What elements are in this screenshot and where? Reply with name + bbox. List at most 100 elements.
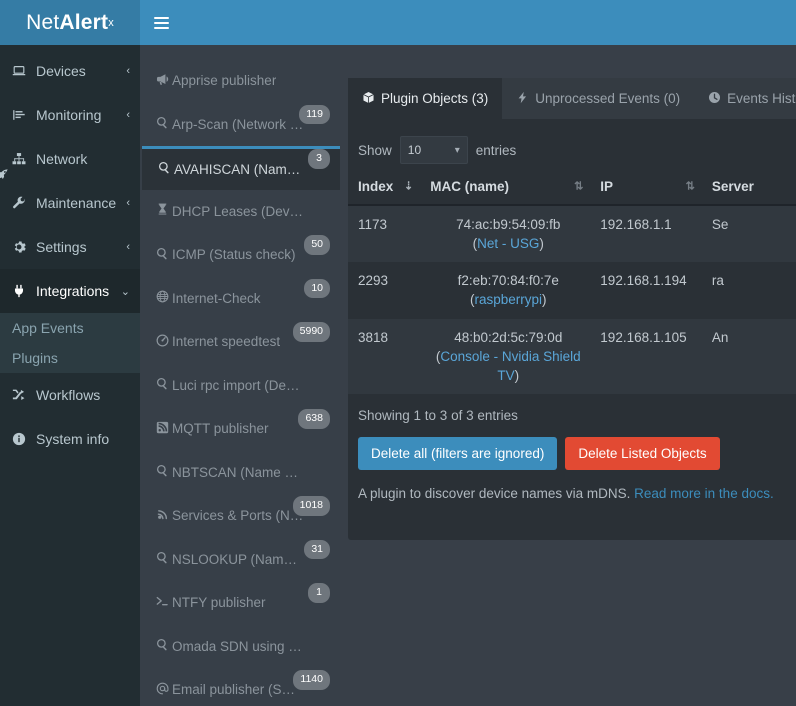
plugin-count-badge: 1018 xyxy=(292,496,330,516)
chevron-left-icon: ‹ xyxy=(126,65,130,77)
plugin-list-item[interactable]: 119 Arp-Scan (Network … xyxy=(140,103,340,147)
bolt-icon xyxy=(516,91,529,107)
tab-events[interactable]: Events History (6) xyxy=(694,78,796,119)
plugin-list-item[interactable]: 1018 Services & Ports (N… xyxy=(140,494,340,538)
sidebar-item-system-info[interactable]: System info xyxy=(0,417,140,461)
table-column-header[interactable]: IP ⇅ xyxy=(590,167,702,206)
plugin-list-item[interactable]: 5990 Internet speedtest xyxy=(140,320,340,364)
at-icon xyxy=(156,682,172,698)
plugin-list-item[interactable]: 1140 Email publisher (S… xyxy=(140,668,340,706)
plugin-list-item[interactable]: Apprise publisher xyxy=(140,59,340,103)
sidebar-item-devices[interactable]: Devices ‹ xyxy=(0,49,140,93)
cell-index: 2293 xyxy=(358,273,389,289)
plugin-list: Apprise publisher 119 Arp-Scan (Network … 3… xyxy=(140,45,340,706)
plugin-list-item-label: NSLOOKUP (Name … xyxy=(172,551,304,567)
sidebar-item-settings[interactable]: Settings ‹ xyxy=(0,225,140,269)
sidebar-item-label: Network xyxy=(36,151,88,167)
sidebar-subitem-app-events[interactable]: App Events xyxy=(0,313,140,343)
chart-bar-icon xyxy=(12,108,32,122)
plugin-count-badge: 10 xyxy=(304,278,330,298)
plugin-list-item[interactable]: NBTSCAN (Name di… xyxy=(140,451,340,495)
sort-icon[interactable]: ⇅ xyxy=(685,180,695,192)
plugin-list-item[interactable]: 638 MQTT publisher xyxy=(140,407,340,451)
table-row[interactable]: 2293 f2:eb:70:84:f0:7e (raspberrypi) 192.16… xyxy=(348,262,796,319)
sitemap-icon xyxy=(12,152,32,166)
chevron-left-icon: ‹ xyxy=(126,241,130,253)
sidebar-subitem-plugins[interactable]: Plugins xyxy=(0,343,140,373)
plugin-list-item[interactable]: 3 AVAHISCAN (Name … xyxy=(142,146,340,190)
navbar xyxy=(140,0,796,45)
table-column-header[interactable]: Server⇅ xyxy=(701,167,796,206)
table-column-header[interactable]: Index ⇣ xyxy=(348,167,421,206)
search-icon xyxy=(156,551,172,567)
page-size-select[interactable]: 10 ▾ xyxy=(399,136,468,164)
sidebar-item-maintenance[interactable]: Maintenance ‹ xyxy=(0,181,140,225)
plugin-list-item[interactable]: Luci rpc import (De… xyxy=(140,364,340,408)
sort-icon[interactable]: ⇅ xyxy=(574,180,583,192)
plugin-list-item-label: NBTSCAN (Name di… xyxy=(172,464,304,480)
table-row[interactable]: 1173 74:ac:b9:54:09:fb (Net - USG) 192.168.… xyxy=(348,205,796,263)
plugin-list-item-label: Services & Ports (N… xyxy=(172,508,304,524)
card-body: Show 10 ▾ entries Index ⇣ MAC (name) ⇅ IP ⇅ Se… xyxy=(348,119,796,519)
info-circle-icon xyxy=(12,432,32,446)
table-row[interactable]: 3818 48:b0:2d:5c:79:0d (Console - Nvidia S… xyxy=(348,318,796,395)
table-header: Index⇣MAC (name)⇅IP⇅Server⇅N⇅ xyxy=(348,167,796,206)
plugin-list-item[interactable]: 31 NSLOOKUP (Name … xyxy=(140,538,340,582)
top-header: Net Alert x xyxy=(0,0,796,45)
table-column-label: MAC (name) xyxy=(430,179,510,194)
delete-all-button[interactable]: Delete all (filters are ignored) xyxy=(358,437,558,471)
plugin-list-item[interactable]: 1 NTFY publisher xyxy=(140,581,340,625)
docs-link[interactable]: Read more in the docs. xyxy=(634,486,774,502)
plugin-description: A plugin to discover device names via mD… xyxy=(348,470,796,519)
body-wrapper: Devices ‹ Monitoring ‹ Network Maintenance ‹ Se… xyxy=(0,45,796,706)
plugin-count-badge: 1140 xyxy=(293,670,330,690)
broadcast-icon xyxy=(156,508,172,524)
sidebar-nav: Devices ‹ Monitoring ‹ Network Maintenance ‹ Se… xyxy=(0,49,140,461)
delete-listed-button[interactable]: Delete Listed Objects xyxy=(565,437,720,471)
sidebar-item-integrations[interactable]: Integrations ⌄ xyxy=(0,269,140,313)
chevron-down-icon: ▾ xyxy=(454,144,460,156)
table-column-label: Server xyxy=(711,179,754,194)
hourglass-icon xyxy=(156,203,172,219)
plugin-count-badge: 119 xyxy=(299,104,330,124)
sidebar-submenu: App Events Plugins xyxy=(0,313,140,373)
plugin-list-item[interactable]: DHCP Leases (Devic… xyxy=(140,190,340,234)
plugin-list-item[interactable]: 50 ICMP (Status check) xyxy=(140,233,340,277)
app-logo[interactable]: Net Alert x xyxy=(0,0,140,45)
globe-icon xyxy=(156,290,172,306)
sidebar-item-workflows[interactable]: Workflows xyxy=(0,373,140,417)
plugin-list-item[interactable]: Omada SDN using … xyxy=(140,625,340,669)
shuffle-icon xyxy=(12,388,32,402)
table-summary: Showing 1 to 3 of 3 entries xyxy=(358,408,518,424)
sidebar-item-label: System info xyxy=(36,431,110,447)
search-icon xyxy=(156,247,172,263)
show-entries-row: Show 10 ▾ entries xyxy=(348,133,796,167)
plugin-list-item[interactable]: 10 Internet-Check xyxy=(140,277,340,321)
gauge-icon xyxy=(156,334,172,350)
cell-server: ra xyxy=(711,273,724,289)
plugin-list-item-label: NTFY publisher xyxy=(172,595,266,611)
plugin-list-item-label: AVAHISCAN (Name … xyxy=(174,161,306,177)
search-icon xyxy=(156,116,172,132)
table-column-label: Index xyxy=(358,179,394,194)
tab-plugin[interactable]: Plugin Objects (3) xyxy=(348,78,503,119)
tab-unprocessed[interactable]: Unprocessed Events (0) xyxy=(502,78,694,119)
device-name[interactable]: raspberrypi xyxy=(474,292,543,308)
sidebar-item-network[interactable]: Network xyxy=(0,137,140,181)
sort-icon[interactable]: ⇣ xyxy=(404,180,413,192)
hamburger-icon[interactable] xyxy=(140,0,182,45)
cell-index: 3818 xyxy=(358,329,389,345)
device-name[interactable]: Console - Nvidia Shield TV xyxy=(440,348,581,383)
device-name[interactable]: Net - USG xyxy=(477,236,540,252)
search-icon xyxy=(156,464,172,480)
content-card: Plugin Objects (3) Unprocessed Events (0)… xyxy=(348,78,796,540)
show-label: Show xyxy=(358,142,392,158)
clock-icon xyxy=(708,91,721,107)
cell-ip: 192.168.1.105 xyxy=(600,329,687,345)
entries-label: entries xyxy=(475,142,517,158)
plugin-count-badge: 638 xyxy=(298,409,330,429)
sidebar-item-monitoring[interactable]: Monitoring ‹ xyxy=(0,93,140,137)
table-column-header[interactable]: MAC (name) ⇅ xyxy=(420,167,591,206)
sidebar-item-label: Settings xyxy=(36,239,87,255)
